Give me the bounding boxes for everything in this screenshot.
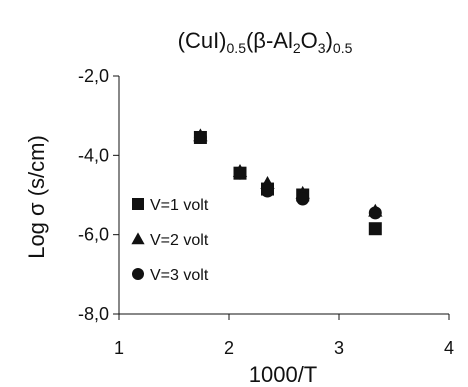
chart-title: (CuI)0.5(β-Al2O3)0.5 [178,28,353,56]
legend: V=1 volt V=2 volt V=3 volt [131,197,209,284]
title-subscript: 0.5 [227,40,247,56]
title-subscript: 3 [318,40,326,56]
data-point-circle [233,166,247,180]
data-point-triangle [260,175,275,189]
x-tick-label: 2 [224,338,234,358]
title-text: (β-Al [246,28,293,53]
data-point-circle [296,192,310,206]
x-tick-label: 3 [334,338,344,358]
legend-label: V=1 volt [150,197,209,214]
y-tick-label: -4,0 [78,145,109,165]
title-subscript: 2 [293,40,301,56]
x-axis-label: 1000/T [249,362,318,387]
y-tick-label: -2,0 [78,66,109,86]
title-text: (CuI) [178,28,227,53]
legend-label: V=2 volt [150,232,209,249]
data-point-circle [368,206,382,220]
x-tick-label: 4 [444,338,454,358]
x-axis-ticks: 1 2 3 4 [114,314,454,358]
title-text: ) [326,28,333,53]
title-text: O [301,28,318,53]
legend-marker-triangle [131,232,145,245]
title-subscript: 0.5 [333,40,353,56]
data-point-circle [261,184,274,198]
legend-label: V=3 volt [150,267,209,284]
data-point-square [368,222,382,236]
y-axis-ticks: -2,0 -4,0 -6,0 -8,0 [78,66,119,324]
data-point-circle [193,130,207,144]
legend-marker-square [132,198,144,210]
y-axis-label: Log σ (s/cm) [24,135,49,259]
y-tick-label: -6,0 [78,225,109,245]
y-tick-label: -8,0 [78,304,109,324]
x-tick-label: 1 [114,338,124,358]
legend-marker-circle [132,268,144,280]
data-points [193,128,383,236]
